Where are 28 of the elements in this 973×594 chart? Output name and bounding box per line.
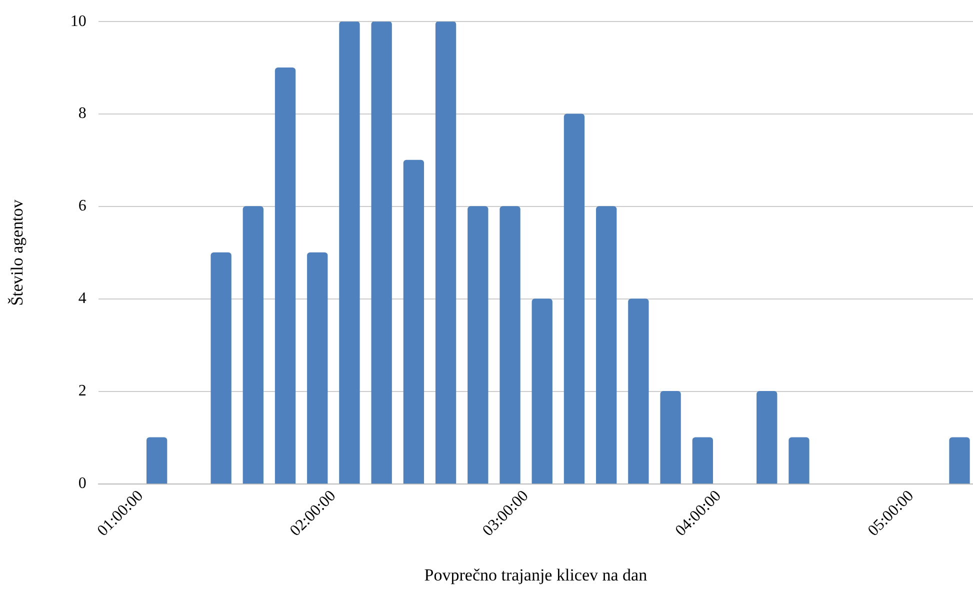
bar — [949, 437, 970, 484]
bar — [468, 206, 488, 484]
bar — [564, 114, 585, 484]
bar — [242, 206, 264, 484]
y-tick-label: 0 — [78, 475, 86, 492]
bar — [756, 391, 778, 484]
bar — [660, 391, 681, 484]
bar — [596, 206, 617, 484]
y-axis-title: Število agentov — [8, 199, 27, 306]
y-tick-label: 8 — [78, 105, 86, 122]
y-tick-label: 2 — [78, 382, 86, 400]
bar — [146, 437, 168, 484]
y-tick-label: 6 — [78, 198, 86, 215]
bar — [274, 67, 296, 484]
bar — [371, 22, 392, 484]
bar — [532, 298, 552, 484]
x-axis-title: Povprečno trajanje klicev na dan — [424, 565, 648, 584]
bar — [788, 437, 810, 484]
bar — [307, 252, 328, 484]
bar — [628, 298, 649, 484]
bar — [210, 252, 232, 484]
bar — [339, 22, 360, 484]
bar — [500, 206, 520, 484]
bar — [435, 22, 456, 484]
y-tick-label: 4 — [78, 290, 86, 308]
bar — [692, 437, 713, 484]
bar — [403, 160, 424, 484]
y-tick-label: 10 — [70, 12, 86, 30]
